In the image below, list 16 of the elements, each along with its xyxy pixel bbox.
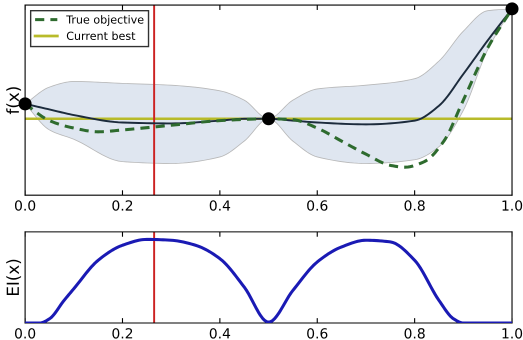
legend-label: True objective [66,15,144,26]
x-tick-label: 0.8 [404,328,425,339]
x-tick-label: 0.0 [14,328,36,339]
x-tick-label: 1.0 [502,328,522,339]
y-axis-title: EI(x) [6,260,22,295]
x-tick-label: 0.8 [404,200,425,211]
legend-label: Current best [66,31,136,40]
x-tick-label: 1.0 [502,200,522,211]
x-tick-label: 0.4 [210,200,230,211]
x-tick-label: 0.0 [14,200,36,211]
x-tick-label: 0.6 [307,200,328,211]
x-tick-label: 0.2 [112,328,132,339]
x-tick-label: 0.2 [112,200,132,211]
y-axis-title: f(x) [6,87,22,114]
x-tick-label: 0.4 [210,328,230,339]
x-tick-label: 0.6 [307,328,328,339]
